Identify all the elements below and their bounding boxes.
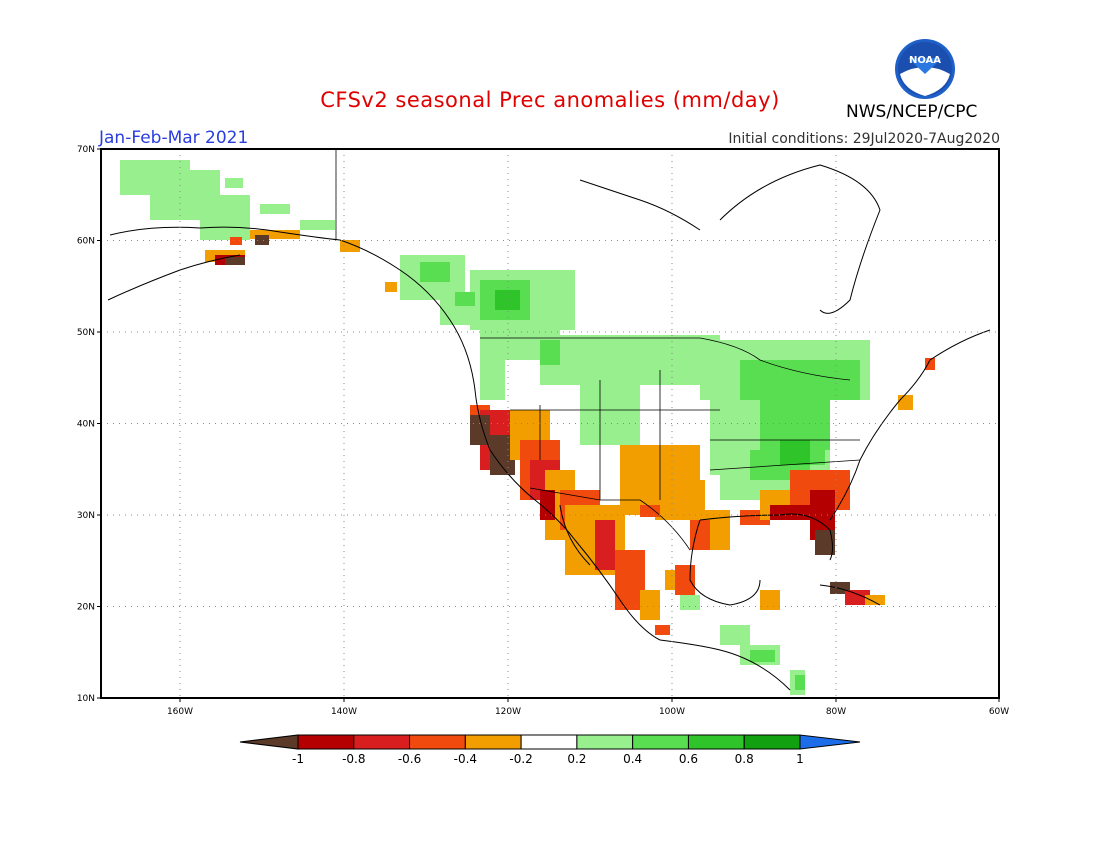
- season-label: Jan-Feb-Mar 2021: [99, 128, 249, 148]
- lat-label: 20N: [77, 603, 95, 613]
- colorbar-box: [353, 734, 411, 750]
- latitude-labels: 70N 60N 50N 40N 30N 20N 10N: [77, 145, 101, 704]
- colorbar-box: [743, 734, 801, 750]
- colorbar-label: -1: [292, 752, 304, 766]
- lon-label: 120W: [495, 707, 521, 717]
- longitude-labels: 160W 140W 120W 100W 80W 60W: [167, 698, 1009, 717]
- lat-label: 50N: [77, 328, 95, 338]
- colorbar-label: -0.6: [398, 752, 421, 766]
- colorbar-box: [297, 734, 355, 750]
- colorbar-box: [632, 734, 689, 750]
- lon-label: 80W: [826, 707, 846, 717]
- colorbar-label: -0.8: [342, 752, 365, 766]
- lat-label: 30N: [77, 511, 95, 521]
- colorbar: -1 -0.8 -0.6 -0.4 -0.2 0.2 0.4 0.6 0.8 1: [239, 734, 861, 766]
- colorbar-arrow-low: [239, 734, 299, 750]
- political-borders: [335, 150, 861, 551]
- colorbar-box: [464, 734, 522, 750]
- colorbar-label: 0.4: [623, 752, 642, 766]
- colorbar-label: 0.6: [679, 752, 698, 766]
- initial-conditions-label: Initial conditions: 29Jul2020-7Aug2020: [728, 131, 1000, 147]
- lon-label: 100W: [659, 707, 685, 717]
- lat-label: 10N: [77, 694, 95, 704]
- logo-text: NOAA: [909, 55, 941, 66]
- lon-label: 140W: [331, 707, 357, 717]
- noaa-logo-icon: NOAA: [895, 39, 955, 99]
- colorbar-box: [520, 734, 578, 750]
- lat-lon-grid: [101, 149, 999, 698]
- colorbar-box: [687, 734, 745, 750]
- organization-label: NWS/NCEP/CPC: [846, 102, 978, 122]
- lon-label: 160W: [167, 707, 193, 717]
- coastlines: [107, 164, 991, 691]
- lon-label: 60W: [989, 707, 1009, 717]
- colorbar-box: [409, 734, 466, 750]
- map-frame: [100, 148, 1000, 699]
- colorbar-label: -0.4: [454, 752, 477, 766]
- colorbar-box: [576, 734, 634, 750]
- colorbar-label: 0.2: [567, 752, 586, 766]
- colorbar-arrow-high: [799, 734, 861, 750]
- lat-label: 40N: [77, 420, 95, 430]
- lat-label: 70N: [77, 145, 95, 155]
- map-title: CFSv2 seasonal Prec anomalies (mm/day): [320, 88, 780, 112]
- colorbar-label: 0.8: [735, 752, 754, 766]
- lat-label: 60N: [77, 237, 95, 247]
- colorbar-label: 1: [796, 752, 804, 766]
- anomaly-shading: [120, 160, 935, 695]
- colorbar-label: -0.2: [509, 752, 532, 766]
